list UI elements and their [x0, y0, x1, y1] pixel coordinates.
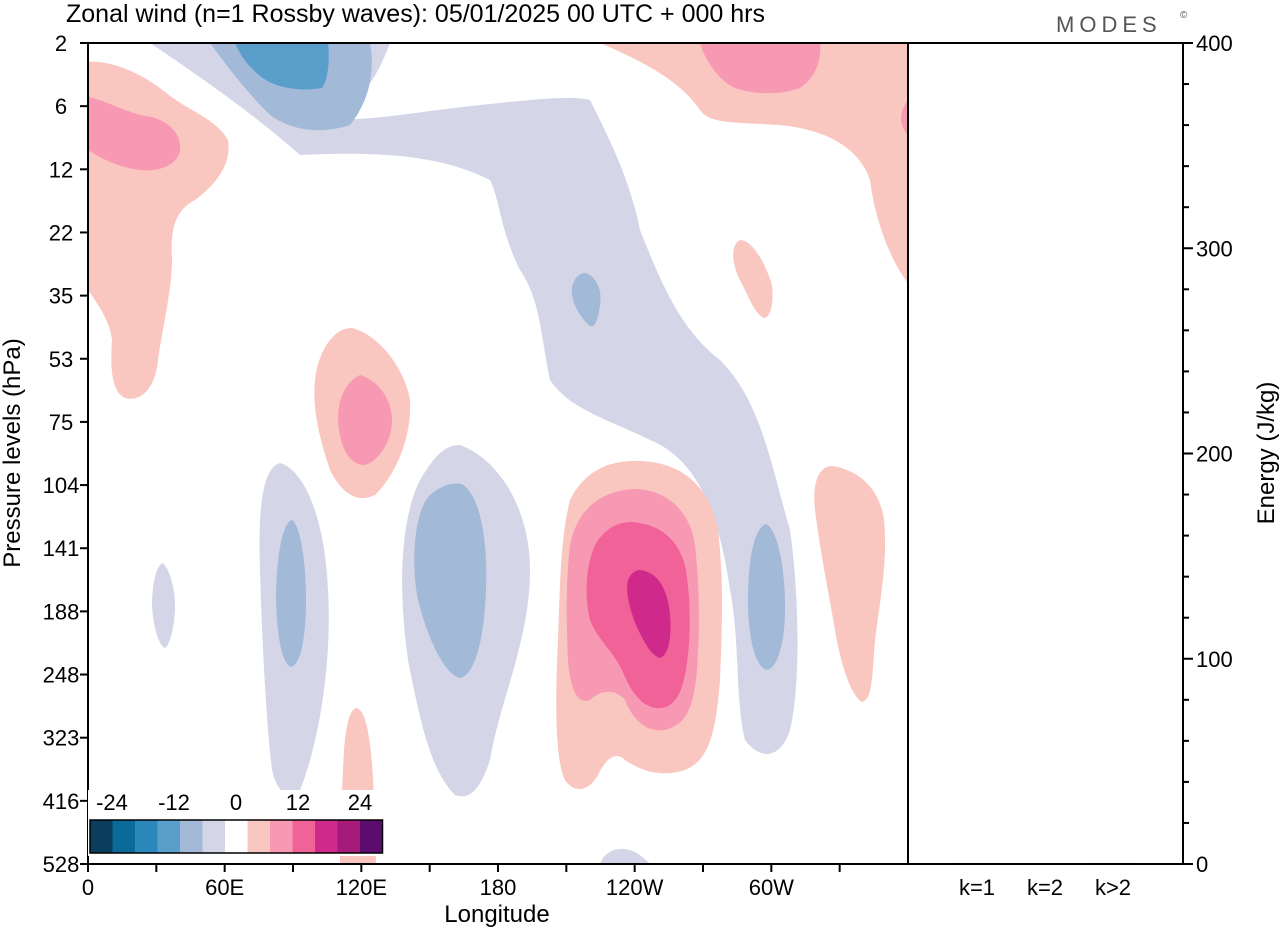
y-tick-label: 248	[43, 663, 80, 688]
contour-pos-topright	[600, 43, 908, 283]
brand-text: MODES	[1056, 12, 1162, 37]
colorbar-label: 24	[348, 790, 372, 815]
y-tick-label: 12	[49, 157, 73, 182]
colorbar-swatch	[247, 820, 270, 853]
y-tick-label: 416	[43, 789, 80, 814]
colorbar-swatch	[157, 820, 180, 853]
energy-bar	[955, 862, 999, 864]
y-tick-label: 2	[55, 31, 67, 56]
y-tick-label: 75	[49, 410, 73, 435]
x-tick-label: 120W	[606, 875, 664, 900]
y-tick-label: 528	[43, 852, 80, 877]
contour-neg-small	[152, 563, 175, 648]
energy-tick-label: 400	[1196, 31, 1233, 56]
energy-axis-label: Energy (J/kg)	[1253, 382, 1280, 525]
y-tick-label: 35	[49, 284, 73, 309]
contour-deep-main	[627, 570, 671, 658]
y-axis: 2 6 12 22 35 53 75 104 141 188 248 323 416 528	[43, 31, 88, 877]
y-axis-label: Pressure levels (hPa)	[0, 338, 26, 567]
contour-neg-bottom	[600, 848, 650, 864]
energy-axis: 0 100 200 300 400	[1183, 31, 1233, 877]
energy-tick-label: 0	[1196, 852, 1208, 877]
x-axis-label: Longitude	[444, 901, 549, 928]
x-tick-label: 60W	[749, 875, 794, 900]
colorbar-legend: -24 -12 0 12 24	[88, 790, 384, 856]
energy-bars: k=1 k=2 k>2	[955, 862, 1135, 900]
y-tick-label: 6	[55, 94, 67, 119]
colorbar-swatch	[315, 820, 338, 853]
x-tick-label: 0	[82, 875, 94, 900]
contour-pos-small	[733, 240, 773, 318]
y-tick-label: 323	[43, 726, 80, 751]
x-axis: 0 60E 120E 180 120W 60W	[82, 864, 841, 900]
energy-tick-label: 300	[1196, 236, 1233, 261]
colorbar-swatch	[337, 820, 360, 853]
contour-blue-right	[748, 524, 786, 670]
colorbar-swatch	[360, 820, 383, 853]
contour-rose-120e	[338, 375, 392, 465]
y-tick-label: 22	[49, 220, 73, 245]
colorbar-swatch	[180, 820, 203, 853]
contour-neg-upper	[150, 43, 798, 754]
energy-panel-frame	[907, 42, 1184, 865]
y-tick-label: 141	[43, 536, 80, 561]
y-tick-label: 188	[43, 599, 80, 624]
colorbar-label: -24	[96, 790, 128, 815]
chart-title: Zonal wind (n=1 Rossby waves): 05/01/202…	[66, 0, 765, 28]
colorbar-swatch	[270, 820, 293, 853]
colorbar-label: -12	[158, 790, 190, 815]
colorbar-swatch	[225, 820, 248, 853]
energy-category-label: k=1	[959, 875, 995, 900]
colorbar-label: 0	[230, 790, 242, 815]
x-tick-label: 120E	[336, 875, 387, 900]
colorbar-swatch	[135, 820, 158, 853]
contour-blue-mid	[414, 483, 487, 678]
y-tick-label: 53	[49, 347, 73, 372]
energy-bar	[1091, 862, 1135, 864]
colorbar-frame	[89, 819, 384, 854]
colorbar-label: 12	[286, 790, 310, 815]
contour-field	[88, 43, 908, 864]
energy-tick-label: 200	[1196, 442, 1233, 467]
colorbar-swatch	[112, 820, 135, 853]
contour-rose-edge	[901, 100, 908, 135]
y-tick-label: 104	[43, 473, 80, 498]
contour-pos-right	[814, 466, 886, 702]
energy-category-label: k=2	[1027, 875, 1063, 900]
colorbar-swatch	[90, 820, 113, 853]
brand-mark: ©	[1180, 10, 1188, 21]
contour-blue-left	[276, 520, 306, 667]
x-tick-label: 180	[480, 875, 517, 900]
contour-rose-left	[88, 97, 181, 171]
brand-logo: MODES ©	[1056, 10, 1188, 37]
contour-blue-tiny	[571, 273, 601, 327]
energy-tick-label: 100	[1196, 647, 1233, 672]
x-tick-label: 60E	[205, 875, 244, 900]
contour-steel-upper	[235, 43, 329, 90]
contour-rose-topright	[700, 43, 821, 94]
energy-category-label: k>2	[1095, 875, 1131, 900]
colorbar-swatch	[202, 820, 225, 853]
colorbar-swatch	[292, 820, 315, 853]
